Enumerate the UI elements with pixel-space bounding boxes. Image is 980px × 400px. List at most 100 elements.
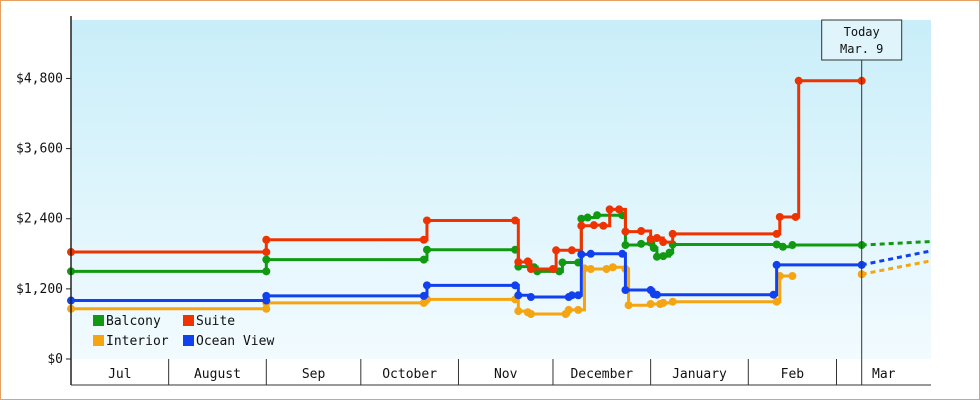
data-point bbox=[567, 246, 576, 255]
legend-label: Suite bbox=[196, 314, 235, 329]
month-label: Jul bbox=[108, 367, 131, 382]
legend-label: Interior bbox=[106, 334, 169, 349]
data-point bbox=[577, 214, 586, 223]
data-point bbox=[791, 212, 800, 221]
data-point bbox=[665, 248, 674, 257]
data-point bbox=[511, 216, 520, 225]
data-point bbox=[419, 291, 428, 300]
data-point bbox=[772, 229, 781, 238]
series-projection-interior bbox=[861, 259, 932, 276]
data-point bbox=[262, 267, 271, 276]
today-box bbox=[821, 19, 903, 61]
month-label: Sep bbox=[302, 367, 326, 382]
data-point bbox=[788, 272, 797, 281]
legend-swatch bbox=[183, 335, 194, 346]
data-point bbox=[652, 252, 661, 261]
data-point bbox=[511, 281, 520, 290]
data-point bbox=[788, 241, 797, 250]
data-point bbox=[624, 301, 633, 310]
data-point bbox=[618, 249, 627, 258]
data-point bbox=[558, 258, 567, 267]
data-point bbox=[659, 252, 668, 261]
data-point bbox=[577, 221, 586, 230]
data-point bbox=[772, 240, 781, 249]
data-point bbox=[419, 235, 428, 244]
data-point bbox=[599, 221, 608, 230]
data-point bbox=[262, 235, 271, 244]
y-tick-label: $3,600 bbox=[16, 142, 63, 157]
series-projection-balcony bbox=[861, 240, 932, 247]
data-point bbox=[621, 286, 630, 295]
data-point bbox=[586, 249, 595, 258]
y-tick-label: $1,200 bbox=[16, 282, 63, 297]
data-point bbox=[659, 238, 668, 247]
data-point bbox=[564, 305, 573, 314]
data-point bbox=[586, 264, 595, 273]
month-label: October bbox=[382, 367, 437, 382]
data-point bbox=[602, 264, 611, 273]
data-point bbox=[668, 297, 677, 306]
data-point bbox=[652, 234, 661, 243]
legend: Balcony Suite Interior Ocean View bbox=[93, 314, 274, 349]
legend-label: Balcony bbox=[106, 314, 161, 329]
data-point bbox=[567, 291, 576, 300]
data-point bbox=[769, 290, 778, 299]
y-tick-label: $4,800 bbox=[16, 71, 63, 86]
data-point bbox=[526, 293, 535, 302]
month-label: Mar bbox=[872, 367, 896, 382]
data-point bbox=[668, 229, 677, 238]
data-point bbox=[523, 257, 532, 266]
today-label: Today bbox=[844, 25, 880, 39]
month-label: Nov bbox=[494, 367, 518, 382]
data-point bbox=[574, 305, 583, 314]
legend-label: Ocean View bbox=[196, 334, 274, 349]
data-point bbox=[514, 307, 523, 316]
data-point bbox=[419, 255, 428, 264]
month-label: Feb bbox=[781, 367, 805, 382]
legend-swatch bbox=[93, 335, 104, 346]
data-point bbox=[646, 235, 655, 244]
data-point bbox=[583, 213, 592, 222]
data-point bbox=[589, 221, 598, 230]
data-point bbox=[422, 245, 431, 254]
data-point bbox=[526, 309, 535, 318]
data-point bbox=[637, 239, 646, 248]
data-point bbox=[514, 291, 523, 300]
month-label: August bbox=[194, 367, 241, 382]
plot-area bbox=[71, 20, 931, 359]
data-point bbox=[659, 298, 668, 307]
data-point bbox=[778, 242, 787, 251]
series-projection-ocean-view bbox=[861, 249, 932, 267]
data-point bbox=[621, 227, 630, 236]
data-point bbox=[262, 304, 271, 313]
data-point bbox=[577, 250, 586, 259]
data-point bbox=[262, 291, 271, 300]
data-point bbox=[422, 281, 431, 290]
data-point bbox=[794, 76, 803, 85]
data-point bbox=[574, 291, 583, 300]
month-label: January bbox=[672, 367, 727, 382]
y-tick-label: $0 bbox=[47, 352, 63, 367]
data-point bbox=[772, 297, 781, 306]
data-point bbox=[621, 241, 630, 250]
data-point bbox=[608, 263, 617, 272]
data-point bbox=[615, 205, 624, 214]
data-point bbox=[552, 246, 561, 255]
data-point bbox=[548, 264, 557, 273]
data-point bbox=[649, 243, 658, 252]
data-point bbox=[772, 260, 781, 269]
today-date: Mar. 9 bbox=[840, 42, 883, 56]
data-point bbox=[262, 248, 271, 257]
data-point bbox=[637, 226, 646, 235]
data-point bbox=[593, 211, 602, 220]
legend-swatch bbox=[93, 315, 104, 326]
data-point bbox=[422, 216, 431, 225]
data-point bbox=[605, 205, 614, 214]
data-point bbox=[514, 257, 523, 266]
data-point bbox=[775, 212, 784, 221]
data-point bbox=[526, 264, 535, 273]
month-label: December bbox=[570, 367, 633, 382]
data-point bbox=[652, 290, 661, 299]
legend-swatch bbox=[183, 315, 194, 326]
data-point bbox=[262, 255, 271, 264]
